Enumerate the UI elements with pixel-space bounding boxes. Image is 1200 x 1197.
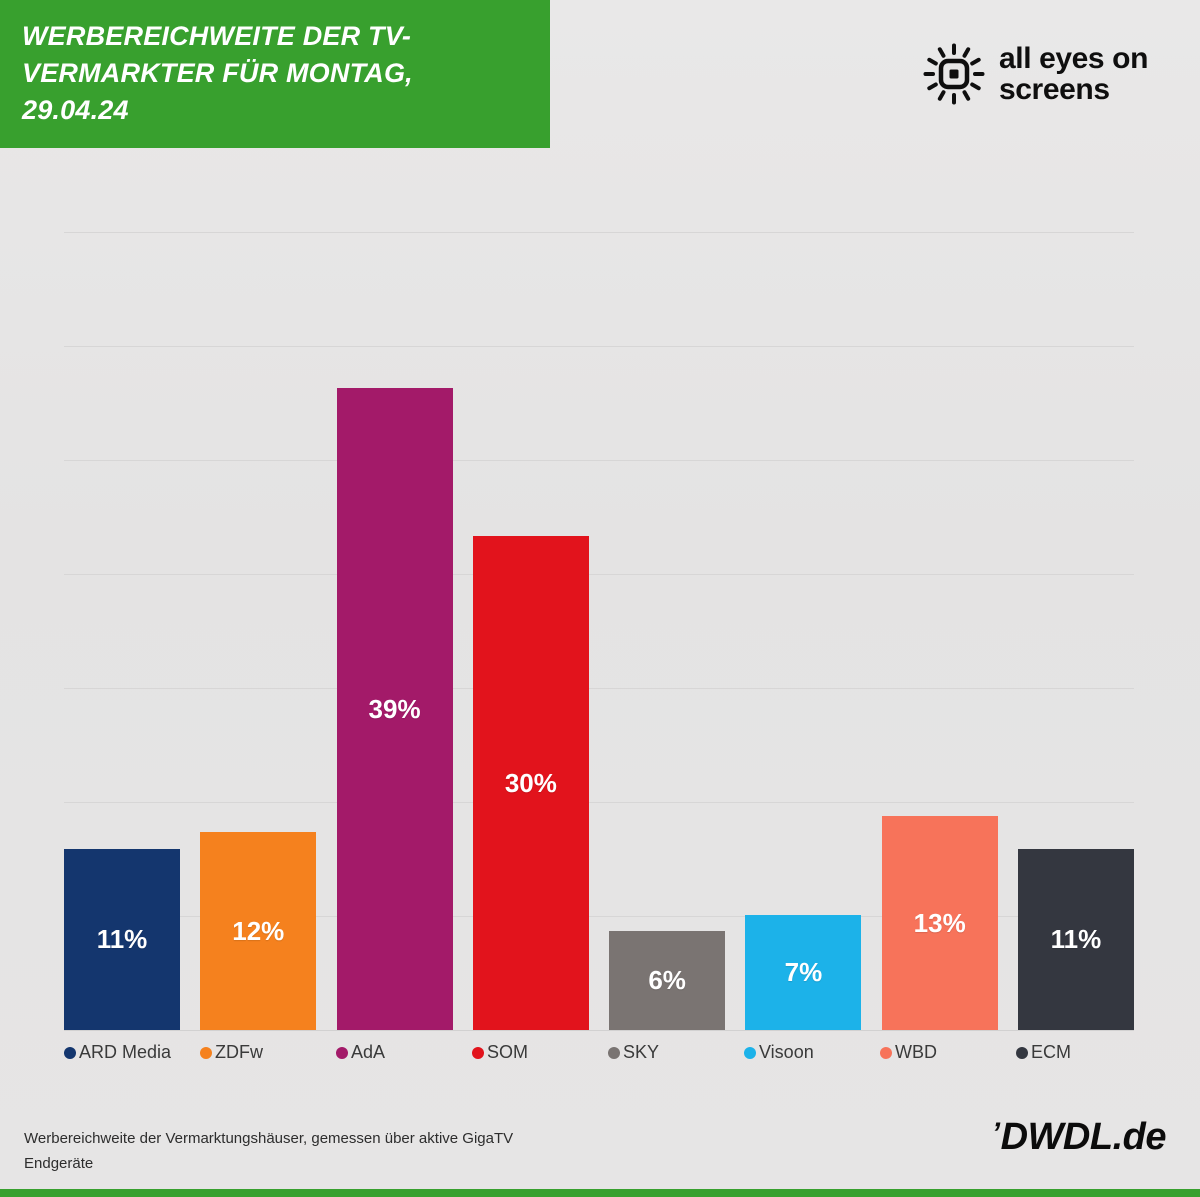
legend-item-ecm: ECM (1016, 1042, 1132, 1063)
bar-zdfw: 12% (200, 832, 317, 1030)
bar-ecm: 11% (1017, 849, 1134, 1030)
legend-label-sky: SKY (623, 1042, 660, 1062)
source-note: Werbereichweite der Vermarktungshäuser, … (24, 1126, 513, 1176)
dwdl-logo: ’DWDL.de (991, 1116, 1167, 1159)
legend-item-sky: SKY (608, 1042, 724, 1063)
all-eyes-on-screens-logo: all eyes on screens (922, 42, 1148, 106)
bar-visoon: 7% (745, 915, 862, 1030)
page-title-line-3: 29.04.24 (22, 95, 129, 125)
legend-item-ada: AdA (336, 1042, 452, 1063)
bar-som: 30% (472, 536, 589, 1030)
legend-dot-ecm (1016, 1046, 1028, 1059)
bar-ada: 39% (336, 388, 453, 1030)
logo-text: all eyes on screens (999, 43, 1148, 105)
legend-label-zdfw: ZDFw (215, 1042, 263, 1062)
legend-label-ard-media: ARD Media (79, 1042, 172, 1062)
legend-dot-ada (336, 1046, 348, 1059)
dwdl-logo-text: DWDL.de (1000, 1116, 1167, 1158)
legend-label-ada: AdA (351, 1042, 386, 1062)
bars: 11% 12% 39% 30% 6% 7% 13% 11% (64, 289, 1134, 1030)
bar-value-label-som: 30% (504, 767, 557, 798)
legend-item-wbd: WBD (880, 1042, 996, 1063)
bar-value-label-ada: 39% (368, 693, 421, 724)
legend-dot-visoon (744, 1046, 756, 1059)
legend-dot-som (472, 1046, 484, 1059)
legend: ARD Media ZDFw AdA SOM SKY Visoon WBD ECM (64, 1042, 1134, 1063)
legend-dot-sky (608, 1046, 620, 1059)
source-note-line-1: Werbereichweite der Vermarktungshäuser, … (24, 1130, 514, 1147)
logo-text-line-2: screens (998, 73, 1110, 106)
dwdl-logo-tick: ’ (991, 1117, 1000, 1150)
page-title-line-2: VERMARKTER FÜR MONTAG, (22, 58, 413, 88)
legend-label-wbd: WBD (895, 1042, 937, 1062)
eye-icon (923, 43, 985, 105)
legend-dot-wbd (880, 1046, 892, 1059)
source-note-line-2: Endgeräte (24, 1155, 94, 1172)
bar-value-label-ecm: 11% (1050, 924, 1102, 954)
bar-value-label-ard-media: 11% (96, 924, 148, 954)
bar-value-label-sky: 6% (648, 965, 686, 995)
legend-item-ard-media: ARD Media (64, 1042, 180, 1063)
legend-label-visoon: Visoon (759, 1042, 814, 1062)
page-title-line-1: WERBEREICHWEITE DER TV- (22, 21, 412, 51)
legend-dot-ard-media (64, 1046, 76, 1059)
legend-dot-zdfw (200, 1046, 212, 1059)
title-banner: WERBEREICHWEITE DER TV- VERMARKTER FÜR M… (0, 0, 550, 148)
bar-wbd: 13% (881, 816, 998, 1030)
bar-value-label-visoon: 7% (784, 957, 823, 987)
bar-sky: 6% (609, 931, 726, 1030)
legend-label-ecm: ECM (1031, 1042, 1071, 1062)
bar-ard-media: 11% (64, 849, 180, 1030)
bottom-green-strip (0, 1189, 1200, 1197)
legend-item-som: SOM (472, 1042, 588, 1063)
legend-item-zdfw: ZDFw (200, 1042, 316, 1063)
bar-value-label-zdfw: 12% (232, 915, 285, 946)
bar-value-label-wbd: 13% (913, 907, 966, 938)
legend-label-som: SOM (487, 1042, 529, 1062)
legend-item-visoon: Visoon (744, 1042, 860, 1063)
logo-text-line-1: all eyes on (998, 42, 1148, 75)
